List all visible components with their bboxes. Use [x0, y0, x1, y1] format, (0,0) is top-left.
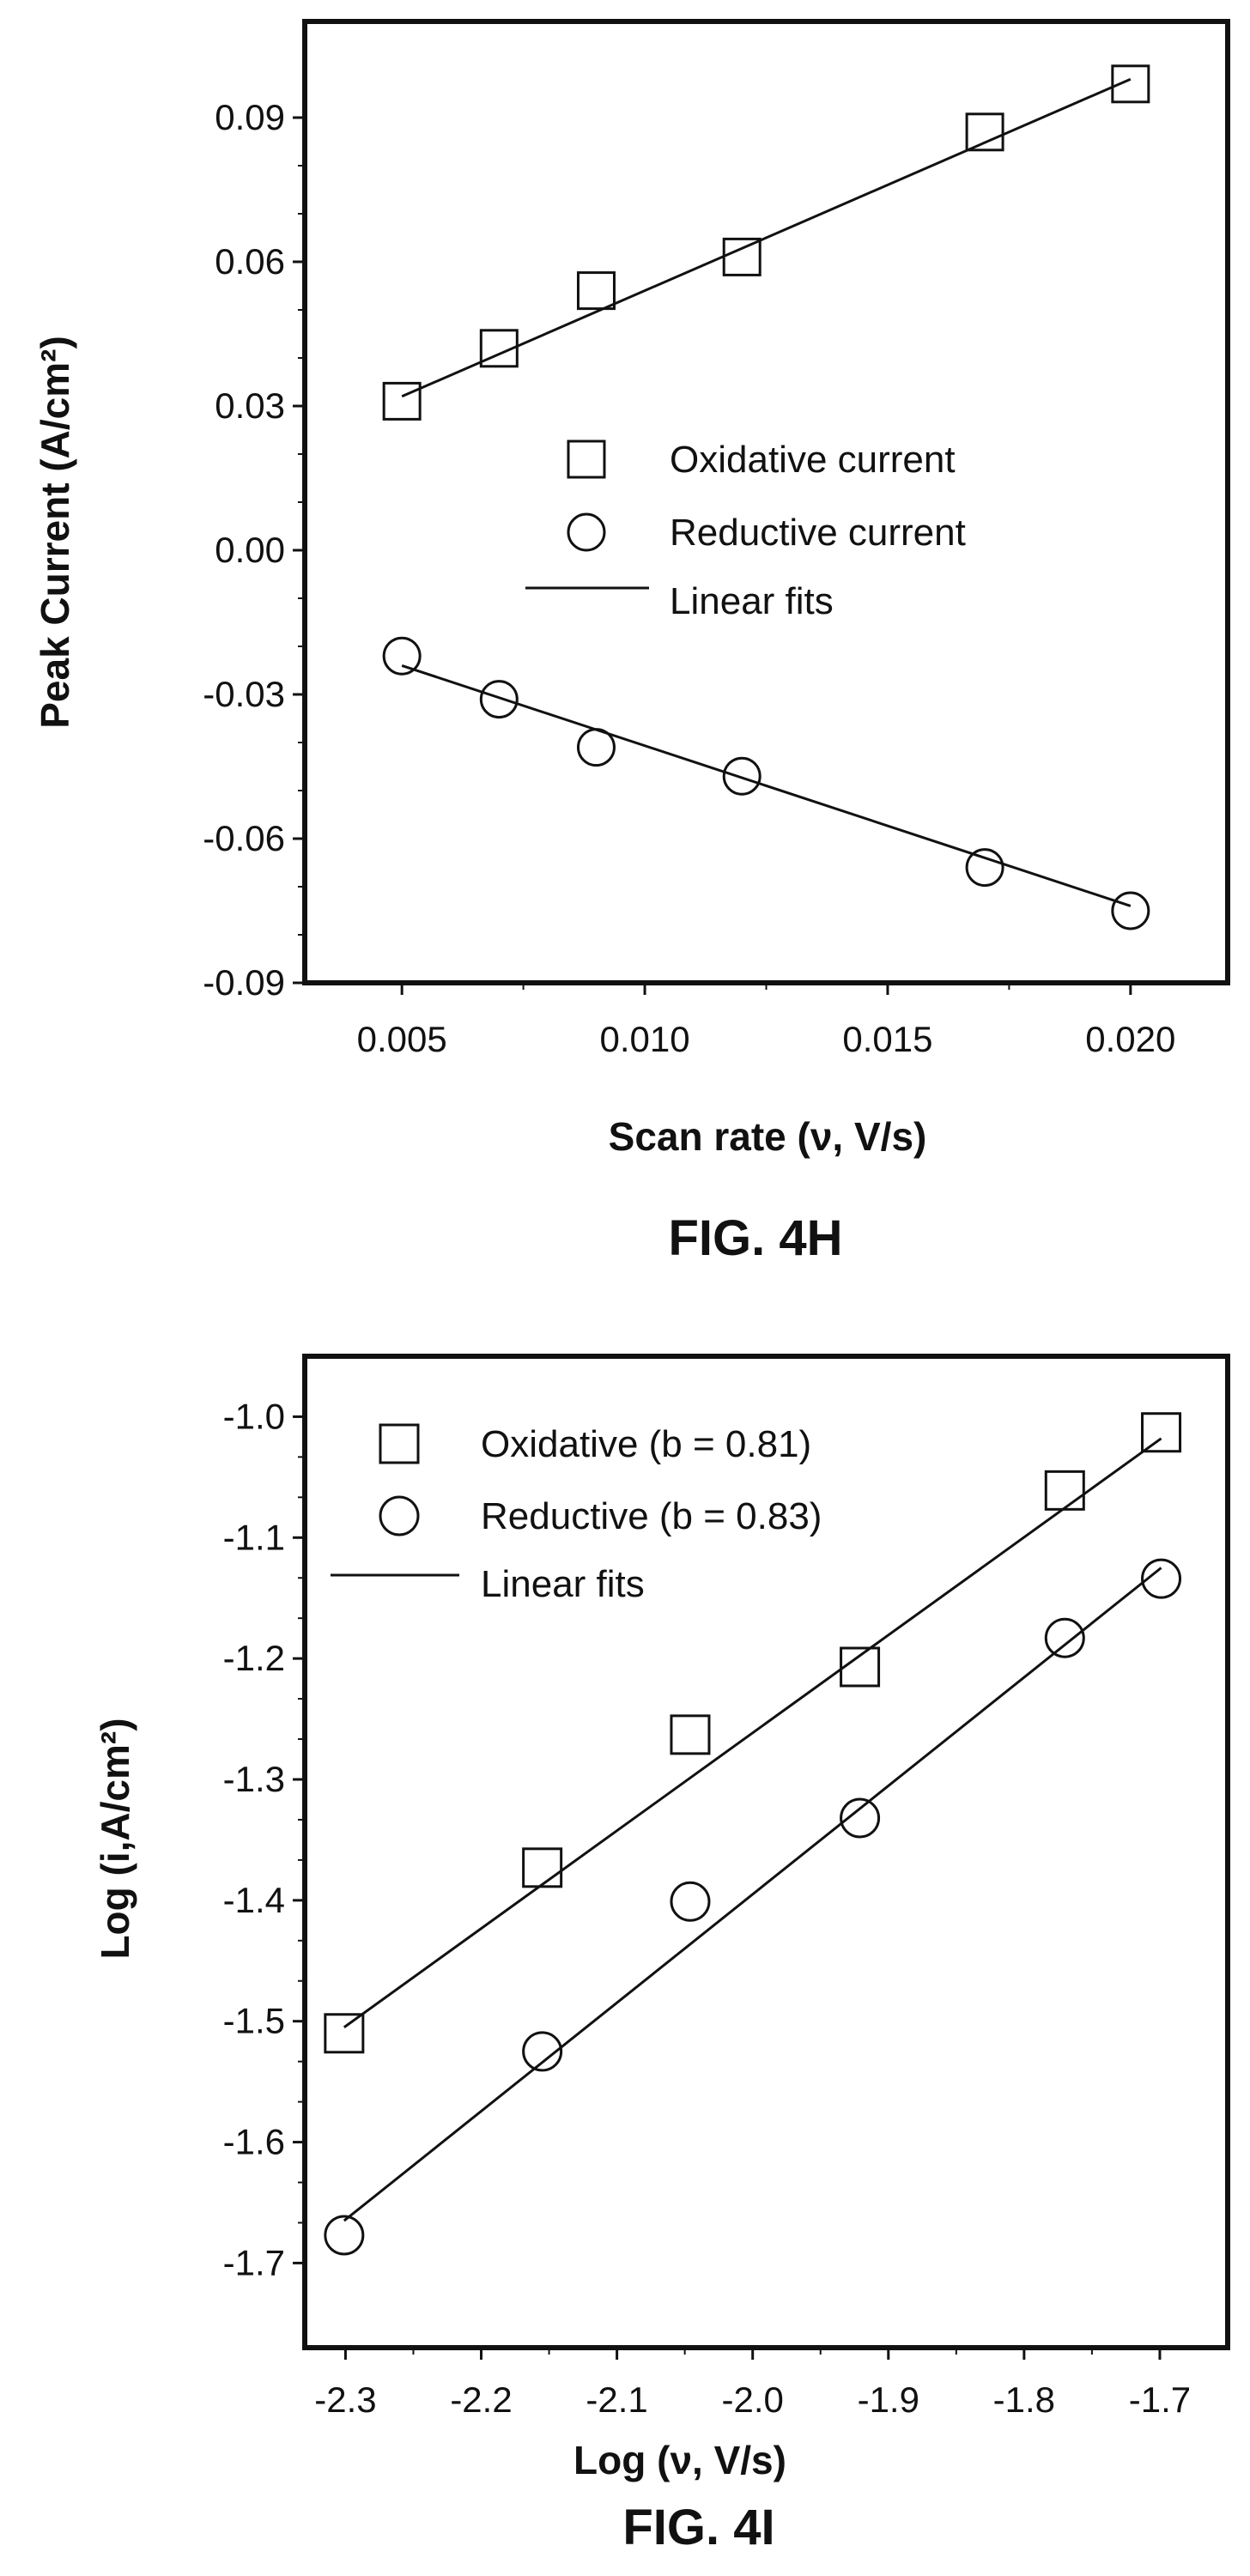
legend-circle-symbol [567, 512, 606, 552]
legend-label: Reductive (b = 0.83) [481, 1495, 822, 1537]
square-data-point [965, 112, 1004, 152]
x-tick-label: -2.0 [722, 2379, 784, 2420]
circle-data-point [522, 2031, 563, 2072]
circle-data-point [722, 756, 762, 796]
legend-square-symbol [567, 439, 606, 479]
square-data-point [1044, 1470, 1085, 1511]
figure-4i-chart: -2.3 -2.2 -2.1 -2.0 -1.9 -1.8 -1.7 -1.7 -1.6 -1.5… [93, 1354, 1230, 2555]
y-tick-label: 0.09 [215, 97, 285, 137]
square-data-point [479, 329, 519, 368]
y-tick-label: 0.06 [215, 241, 285, 282]
square-data-point [382, 381, 422, 421]
y-tick-label: -1.6 [223, 2122, 285, 2162]
circle-data-point [1141, 1558, 1182, 1599]
y-tick-label: -1.3 [223, 1759, 285, 1799]
y-tick-label: -1.1 [223, 1517, 285, 1557]
linear-fit-line [401, 664, 1132, 907]
circle-data-point [840, 1797, 881, 1839]
y-tick-label: -1.4 [223, 1880, 285, 1920]
x-tick-label: -1.9 [858, 2379, 919, 2420]
linear-fit-line [343, 1437, 1162, 2028]
circle-data-point [382, 636, 422, 676]
y-axis-label: Log (i,A/cm²) [93, 1718, 137, 1959]
circle-data-point [576, 728, 616, 767]
square-data-point [840, 1646, 881, 1688]
square-data-point [670, 1714, 711, 1755]
x-tick-label: -1.8 [993, 2379, 1055, 2420]
x-tick-label: 0.015 [842, 1019, 932, 1059]
linear-fit-line [343, 1567, 1162, 2222]
circle-data-point [965, 848, 1004, 888]
y-tick-label: -1.0 [223, 1396, 285, 1436]
figure-4h-chart: 0.005 0.010 0.015 0.020 -0.09 -0.06 -0.03 0.00 0… [33, 19, 1230, 1266]
circle-data-point [1111, 891, 1150, 930]
square-data-point [1111, 64, 1150, 104]
square-data-point [722, 237, 762, 276]
circle-data-point [670, 1881, 711, 1922]
y-tick-label: -1.2 [223, 1638, 285, 1678]
x-tick-label: -2.3 [314, 2379, 376, 2420]
square-data-point [324, 2013, 365, 2054]
figure-caption: FIG. 4H [668, 1210, 842, 1266]
y-axis-label: Peak Current (A/cm²) [33, 336, 77, 729]
y-tick-label: -1.5 [223, 2001, 285, 2041]
legend-circle-symbol [379, 1495, 420, 1537]
legend-label: Linear fits [670, 580, 834, 622]
square-data-point [576, 271, 616, 311]
legend-label: Linear fits [481, 1563, 645, 1605]
legend-label: Oxidative current [670, 439, 956, 481]
x-axis-label: Log (ν, V/s) [573, 2438, 786, 2482]
legend-label: Oxidative (b = 0.81) [481, 1423, 811, 1465]
x-tick-label: -1.7 [1129, 2379, 1191, 2420]
y-tick-label: -0.06 [203, 818, 285, 858]
x-tick-label: -2.2 [450, 2379, 512, 2420]
x-tick-label: -2.1 [586, 2379, 647, 2420]
x-tick-label: 0.020 [1085, 1019, 1175, 1059]
plot-frame [302, 1354, 1230, 2350]
legend-square-symbol [379, 1423, 420, 1464]
y-tick-label: 0.00 [215, 530, 285, 570]
y-tick-label: -0.09 [203, 962, 285, 1003]
plot-frame [302, 19, 1230, 985]
y-tick-label: -1.7 [223, 2242, 285, 2282]
square-data-point [522, 1847, 563, 1888]
y-tick-label: 0.03 [215, 385, 285, 426]
x-axis-label: Scan rate (ν, V/s) [609, 1114, 927, 1159]
circle-data-point [324, 2215, 365, 2256]
figure-caption: FIG. 4I [622, 2500, 774, 2555]
linear-fit-line [401, 77, 1132, 398]
y-tick-label: -0.03 [203, 674, 285, 714]
square-data-point [1141, 1412, 1182, 1453]
x-tick-label: 0.010 [599, 1019, 689, 1059]
circle-data-point [479, 680, 519, 719]
circle-data-point [1044, 1617, 1085, 1658]
x-tick-label: 0.005 [357, 1019, 447, 1059]
legend-label: Reductive current [670, 512, 966, 554]
